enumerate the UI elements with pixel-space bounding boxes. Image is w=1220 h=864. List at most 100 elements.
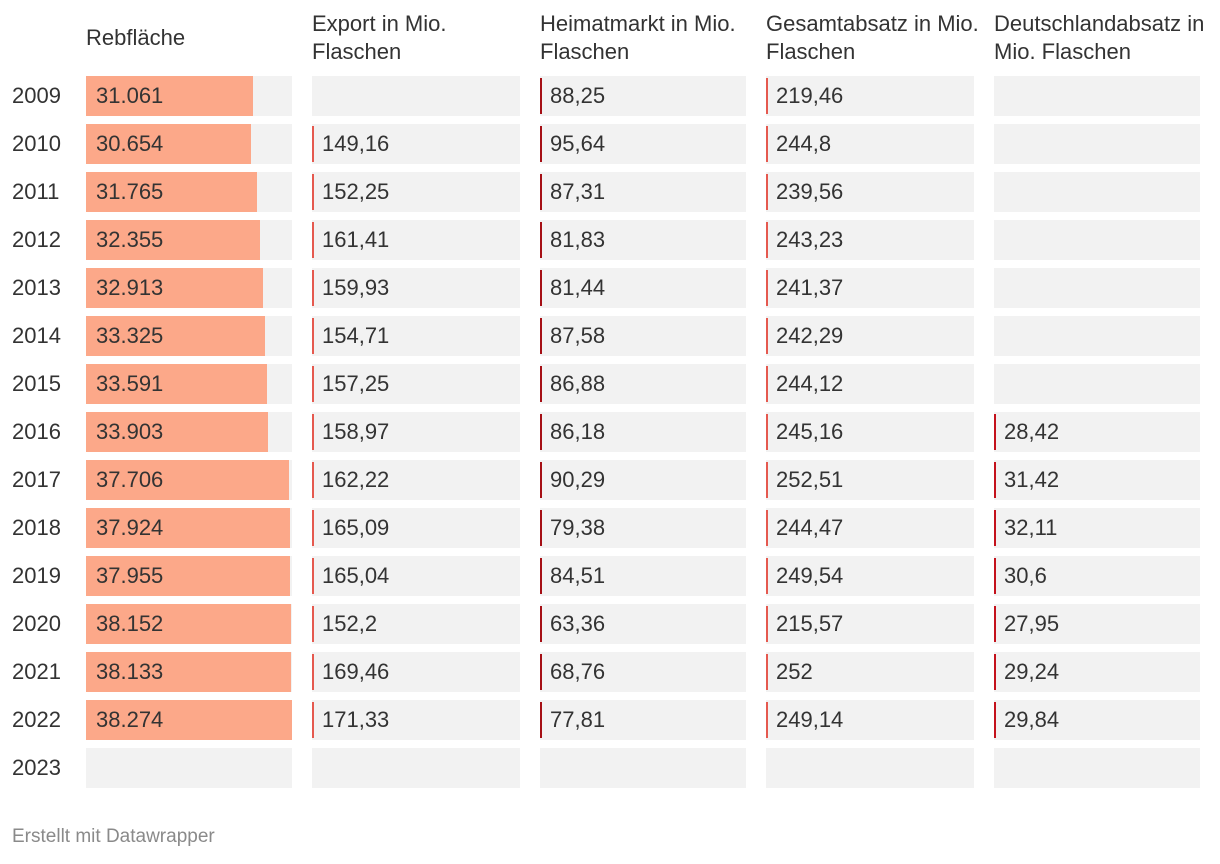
cell-value: 27,95 bbox=[1004, 611, 1060, 636]
bar-rebflaeche bbox=[86, 124, 251, 164]
cell-export: 165,04 bbox=[312, 556, 520, 596]
cell-deutschland: 32,11 bbox=[994, 508, 1200, 548]
cell-value: 32,11 bbox=[1004, 515, 1058, 540]
cell-rebflaeche: 38.274 bbox=[86, 700, 292, 740]
cell-value: 252 bbox=[776, 659, 813, 684]
value-tick-marker bbox=[312, 126, 314, 162]
cell-deutschland bbox=[994, 364, 1200, 404]
cell-value: 90,29 bbox=[550, 467, 606, 492]
bar-rebflaeche bbox=[86, 508, 290, 548]
cell-value: 165,09 bbox=[322, 515, 390, 540]
cell-deutschland bbox=[994, 268, 1200, 308]
value-tick-marker bbox=[766, 654, 768, 690]
footer-credit: Erstellt mit Datawrapper bbox=[12, 826, 215, 847]
column-header-deutschland: Deutschlandabsatz in Mio. Flaschen bbox=[994, 11, 1205, 64]
cell-value: 79,38 bbox=[550, 515, 606, 540]
cell-deutschland bbox=[994, 220, 1200, 260]
column-header-export: Export in Mio. Flaschen bbox=[312, 11, 447, 64]
row-year-label: 2023 bbox=[12, 755, 61, 780]
bar-rebflaeche bbox=[86, 364, 267, 404]
bar-rebflaeche bbox=[86, 604, 291, 644]
value-tick-marker bbox=[540, 702, 542, 738]
cell-heimat: 81,44 bbox=[540, 268, 746, 308]
cell-value: 31,42 bbox=[1004, 467, 1060, 492]
row-year-label: 2012 bbox=[12, 227, 61, 252]
bar-value-label: 31.061 bbox=[96, 83, 164, 108]
bar-value-label: 32.355 bbox=[96, 227, 164, 252]
cell-gesamt: 215,57 bbox=[766, 604, 974, 644]
value-tick-marker bbox=[312, 510, 314, 546]
cell-gesamt: 252 bbox=[766, 652, 974, 692]
cell-value: 252,51 bbox=[776, 467, 844, 492]
cell-value: 244,8 bbox=[776, 131, 832, 156]
cell-heimat: 87,58 bbox=[540, 316, 746, 356]
row-year-label: 2015 bbox=[12, 371, 61, 396]
cell-heimat: 86,18 bbox=[540, 412, 746, 452]
cell-export: 165,09 bbox=[312, 508, 520, 548]
cell-rebflaeche: 33.903 bbox=[86, 412, 292, 452]
cell-rebflaeche: 31.765 bbox=[86, 172, 292, 212]
cell-rebflaeche: 37.706 bbox=[86, 460, 292, 500]
cell-rebflaeche: 30.654 bbox=[86, 124, 292, 164]
value-tick-marker bbox=[312, 462, 314, 498]
row-year-label: 2021 bbox=[12, 659, 61, 684]
cell-gesamt: 242,29 bbox=[766, 316, 974, 356]
value-tick-marker bbox=[994, 558, 996, 594]
cell-deutschland: 31,42 bbox=[994, 460, 1200, 500]
cell-rebflaeche: 32.913 bbox=[86, 268, 292, 308]
cell-heimat: 95,64 bbox=[540, 124, 746, 164]
cell-value: 219,46 bbox=[776, 83, 844, 108]
cell-rebflaeche: 37.955 bbox=[86, 556, 292, 596]
cell-value: 81,44 bbox=[550, 275, 606, 300]
cell-export: 157,25 bbox=[312, 364, 520, 404]
bar-value-label: 37.955 bbox=[96, 563, 164, 588]
value-tick-marker bbox=[540, 462, 542, 498]
cell-value: 169,46 bbox=[322, 659, 390, 684]
cell-value: 242,29 bbox=[776, 323, 844, 348]
column-header-heimat: Heimatmarkt in Mio. Flaschen bbox=[540, 11, 736, 64]
cell-export bbox=[312, 748, 520, 788]
value-tick-marker bbox=[540, 318, 542, 354]
column-header-rebflaeche: Rebfläche bbox=[86, 25, 186, 50]
cell-export: 171,33 bbox=[312, 700, 520, 740]
cell-value: 68,76 bbox=[550, 659, 606, 684]
cell-value: 165,04 bbox=[322, 563, 390, 588]
value-tick-marker bbox=[766, 558, 768, 594]
value-tick-marker bbox=[766, 222, 768, 258]
cell-rebflaeche: 33.325 bbox=[86, 316, 292, 356]
cell-gesamt: 239,56 bbox=[766, 172, 974, 212]
cell-value: 149,16 bbox=[322, 131, 390, 156]
value-tick-marker bbox=[312, 366, 314, 402]
cell-deutschland bbox=[994, 172, 1200, 212]
value-tick-marker bbox=[540, 606, 542, 642]
value-tick-marker bbox=[994, 702, 996, 738]
bar-value-label: 37.706 bbox=[96, 467, 164, 492]
value-tick-marker bbox=[312, 414, 314, 450]
cell-export: 158,97 bbox=[312, 412, 520, 452]
row-year-label: 2022 bbox=[12, 707, 61, 732]
cell-value: 157,25 bbox=[322, 371, 390, 396]
value-tick-marker bbox=[766, 126, 768, 162]
cell-export: 154,71 bbox=[312, 316, 520, 356]
cell-export: 169,46 bbox=[312, 652, 520, 692]
bar-rebflaeche bbox=[86, 316, 265, 356]
cell-heimat: 87,31 bbox=[540, 172, 746, 212]
cell-export: 149,16 bbox=[312, 124, 520, 164]
value-tick-marker bbox=[766, 702, 768, 738]
value-tick-marker bbox=[312, 270, 314, 306]
row-year-label: 2011 bbox=[12, 179, 60, 204]
cell-export: 152,2 bbox=[312, 604, 520, 644]
value-tick-marker bbox=[312, 702, 314, 738]
value-tick-marker bbox=[312, 174, 314, 210]
value-tick-marker bbox=[766, 174, 768, 210]
cell-value: 249,14 bbox=[776, 707, 844, 732]
cell-heimat: 88,25 bbox=[540, 76, 746, 116]
value-tick-marker bbox=[766, 270, 768, 306]
value-tick-marker bbox=[540, 558, 542, 594]
row-year-label: 2019 bbox=[12, 563, 61, 588]
bar-value-label: 31.765 bbox=[96, 179, 164, 204]
cell-value: 30,6 bbox=[1004, 563, 1047, 588]
value-tick-marker bbox=[312, 558, 314, 594]
column-header-gesamt: Gesamtabsatz in Mio. Flaschen bbox=[766, 11, 979, 64]
cell-deutschland: 27,95 bbox=[994, 604, 1200, 644]
